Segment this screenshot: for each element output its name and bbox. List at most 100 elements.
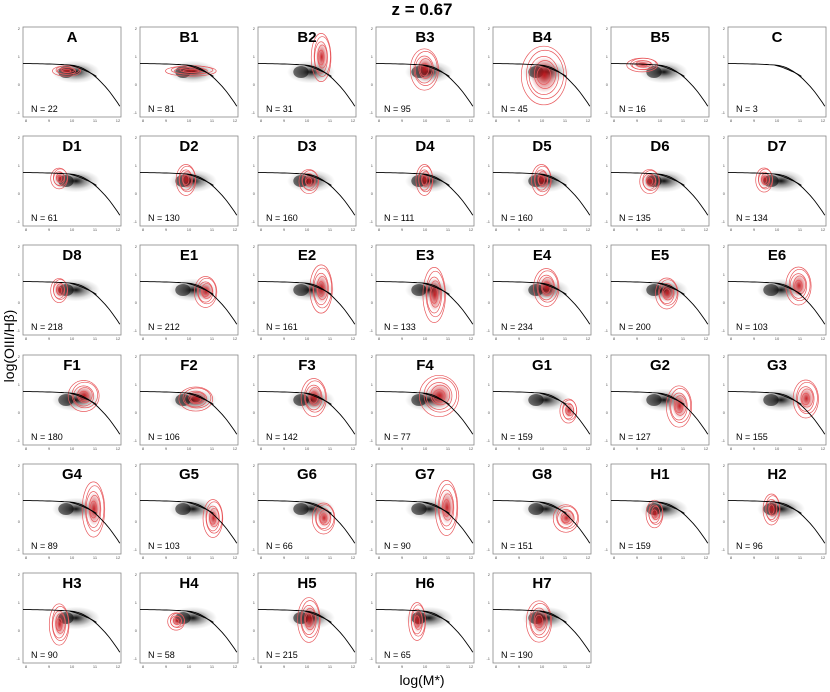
y-tick-label: -1 [133,110,137,115]
y-tick-label: 0 [723,82,726,87]
y-tick-label: -1 [721,438,725,443]
sample-contour [312,267,332,309]
sample-contour [528,56,559,95]
x-tick-label: 12 [351,664,356,669]
sample-contour [432,389,446,403]
x-tick-label: 9 [283,555,286,560]
y-tick-label: 1 [18,54,21,59]
y-tick-label: 0 [723,410,726,415]
sample-contour [655,277,679,310]
y-tick-label: 2 [723,244,726,249]
x-tick-label: 10 [775,118,780,123]
x-tick-label: 10 [187,555,192,560]
y-tick-label: -1 [369,219,373,224]
y-tick-label: 0 [371,410,374,415]
sample-contour [533,268,560,307]
x-tick-label: 8 [260,336,263,341]
sample-contour [309,264,333,314]
x-tick-label: 8 [613,446,616,451]
x-tick-label: 8 [25,664,28,669]
x-tick-label: 11 [563,227,568,232]
y-tick-label: 0 [253,82,256,87]
sample-contour [800,388,814,408]
x-tick-label: 11 [446,664,451,669]
x-tick-label: 12 [116,555,121,560]
y-tick-label: 0 [488,519,491,524]
x-tick-label: 10 [540,118,545,123]
sample-contour [190,394,202,404]
sample-count: N = 142 [266,432,298,442]
x-tick-label: 8 [495,446,498,451]
sample-contour [430,384,451,406]
y-tick-label: 2 [18,26,21,31]
x-tick-label: 11 [328,555,333,560]
panel-label: E1 [180,247,198,264]
x-tick-label: 9 [518,446,521,451]
y-tick-label: 2 [253,463,256,468]
x-tick-label: 11 [93,555,98,560]
x-tick-label: 10 [423,336,428,341]
y-tick-label: 2 [606,26,609,31]
demarcation-line-secondary [304,64,332,77]
sample-count: N = 159 [619,541,651,551]
x-tick-label: 11 [93,446,98,451]
sample-contour [81,481,106,538]
sample-count: N = 212 [148,322,180,332]
sample-contour [557,509,575,528]
demarcation-line-secondary [69,501,97,514]
panel-label: D4 [415,138,435,155]
y-tick-label: -1 [251,110,255,115]
x-tick-label: 11 [798,336,803,341]
y-tick-label: -1 [486,110,490,115]
y-tick-label: 1 [606,382,609,387]
background-core [293,284,309,296]
x-tick-label: 9 [636,336,639,341]
demarcation-line-secondary [304,610,332,623]
sample-count: N = 130 [148,213,180,223]
x-tick-label: 9 [636,555,639,560]
x-tick-label: 8 [260,664,263,669]
x-tick-label: 8 [730,446,733,451]
sample-contour [796,381,818,415]
x-tick-label: 8 [142,227,145,232]
y-tick-label: 0 [18,628,21,633]
x-tick-label: 11 [446,118,451,123]
x-tick-label: 9 [753,446,756,451]
y-tick-label: 0 [606,410,609,415]
y-tick-label: 0 [135,82,138,87]
y-tick-label: 1 [488,163,491,168]
y-tick-label: 0 [606,82,609,87]
y-tick-label: 2 [18,354,21,359]
y-tick-label: 2 [135,572,138,577]
x-tick-label: 8 [613,336,616,341]
sample-contour [536,270,559,303]
background-core [175,503,191,515]
panel-label: G6 [297,466,317,483]
x-tick-label: 9 [518,118,521,123]
y-tick-label: 0 [488,628,491,633]
x-tick-label: 9 [48,446,51,451]
x-tick-label: 12 [586,664,591,669]
x-tick-label: 11 [210,336,215,341]
y-tick-label: 2 [18,244,21,249]
y-tick-label: 2 [253,135,256,140]
x-tick-label: 9 [48,227,51,232]
demarcation-line-secondary [422,173,450,186]
x-tick-label: 8 [730,555,733,560]
y-tick-label: 2 [253,244,256,249]
x-tick-label: 11 [681,118,686,123]
sample-contour [419,374,460,418]
x-tick-label: 9 [283,336,286,341]
sample-count: N = 135 [619,213,651,223]
x-tick-label: 9 [518,555,521,560]
y-tick-label: -1 [251,656,255,661]
y-tick-label: 0 [18,300,21,305]
y-tick-label: 2 [723,26,726,31]
